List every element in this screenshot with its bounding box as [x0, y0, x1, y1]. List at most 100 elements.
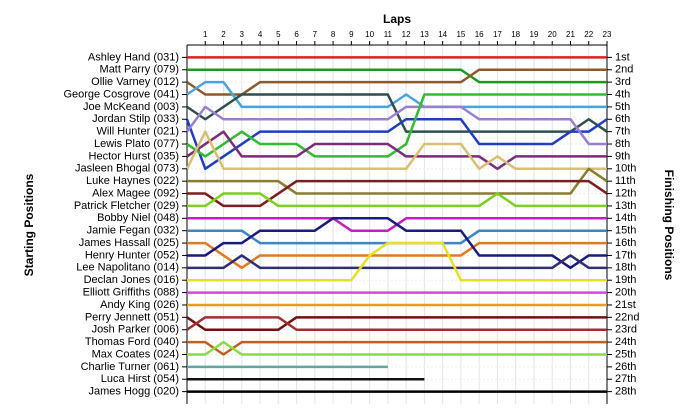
- legend-label: Declan Jones (016): [84, 274, 179, 286]
- x-tick-label: 21: [566, 30, 575, 39]
- lap-line: [187, 217, 607, 270]
- legend-label: Lee Napolitano (014): [76, 262, 179, 274]
- y2-tick-label: 20th: [615, 286, 636, 298]
- x-tick-label: 10: [365, 30, 374, 39]
- legend-label: Luke Haynes (022): [86, 175, 179, 187]
- x-tick-label: 17: [493, 30, 502, 39]
- lap-line: [187, 254, 607, 270]
- legend-label: James Hassall (025): [79, 237, 179, 249]
- legend-label: Ashley Hand (031): [88, 51, 179, 63]
- y2-tick-label: 28th: [615, 386, 636, 398]
- x-tick-label: 11: [384, 30, 393, 39]
- y2-tick-label: 1st: [615, 51, 630, 63]
- y2-tick-label: 24th: [615, 336, 636, 348]
- y2-tick-label: 6th: [615, 113, 630, 125]
- y2-tick-label: 11th: [615, 175, 636, 187]
- y2-tick-label: 7th: [615, 126, 630, 138]
- legend-label: George Cosgrove (041): [63, 88, 179, 100]
- x-tick-label: 12: [402, 30, 411, 39]
- legend-label: Elliott Griffiths (088): [83, 286, 179, 298]
- y2-tick-label: 4th: [615, 88, 630, 100]
- x-tick-label: 3: [240, 30, 245, 39]
- y2-tick-label: 18th: [615, 262, 636, 274]
- x-tick-label: 1: [203, 30, 208, 39]
- x-tick-label: 22: [584, 30, 593, 39]
- lap-line: [186, 316, 607, 331]
- legend-label: Lewis Plato (077): [94, 138, 179, 150]
- legend-label: Andy King (026): [100, 299, 179, 311]
- x-tick-label: 5: [276, 30, 281, 39]
- lap-line: [187, 241, 607, 270]
- y2-tick-label: 14th: [615, 212, 636, 224]
- lap-line: [185, 105, 607, 146]
- legend-label: Will Hunter (021): [96, 126, 179, 138]
- lap-line: [187, 167, 608, 195]
- lap-line: [187, 68, 607, 84]
- x-tick-label: 19: [530, 30, 539, 39]
- x-tick-label: 18: [511, 30, 520, 39]
- x-tick-label: 9: [349, 30, 354, 39]
- y2-tick-label: 5th: [615, 101, 630, 113]
- y2-tick-label: 27th: [615, 373, 636, 385]
- legend-label: James Hogg (020): [89, 386, 180, 398]
- y2-tick-label: 15th: [615, 225, 636, 237]
- lap-line: [186, 80, 607, 109]
- y2-tick-label: 3rd: [615, 76, 631, 88]
- y2-tick-label: 13th: [615, 200, 636, 212]
- legend-label: Jasleen Bhogal (073): [75, 163, 179, 175]
- legend-label: Alex Magee (092): [92, 187, 179, 199]
- y2-tick-label: 23rd: [615, 324, 637, 336]
- lap-line: [187, 340, 607, 356]
- legend-label: Bobby Niel (048): [97, 212, 179, 224]
- y2-tick-label: 22nd: [615, 311, 639, 323]
- legend-label: Josh Parker (006): [92, 324, 179, 336]
- legend-label: Thomas Ford (040): [85, 336, 179, 348]
- legend-label: Charlie Turner (061): [81, 361, 179, 373]
- x-tick-label: 7: [313, 30, 318, 39]
- y2-tick-label: 21st: [615, 299, 636, 311]
- lap-line: [185, 130, 607, 171]
- x-tick-label: 2: [221, 30, 226, 39]
- legend-label: Matt Parry (079): [100, 64, 179, 76]
- y2-tick-label: 17th: [615, 249, 636, 261]
- lap-line: [187, 192, 607, 208]
- legend-label: Hector Hurst (035): [89, 150, 179, 162]
- y-axis-label: Starting Positions: [22, 173, 36, 276]
- y2-tick-label: 9th: [615, 150, 630, 162]
- x-tick-label: 14: [438, 30, 447, 39]
- y2-tick-label: 8th: [615, 138, 630, 150]
- y2-tick-label: 2nd: [615, 64, 633, 76]
- chart-title: Laps: [383, 12, 411, 26]
- legend-label: Henry Hunter (052): [85, 249, 179, 261]
- y2-axis-label: Finishing Positions: [662, 170, 676, 281]
- lap-line: [187, 179, 608, 208]
- y2-tick-label: 26th: [615, 361, 636, 373]
- lap-line: [187, 340, 607, 356]
- lap-line: [187, 241, 607, 282]
- x-tick-label: 20: [548, 30, 557, 39]
- legend-label: Patrick Fletcher (029): [74, 200, 179, 212]
- x-tick-label: 6: [294, 30, 299, 39]
- y2-tick-label: 12th: [615, 187, 636, 199]
- x-tick-label: 16: [475, 30, 484, 39]
- legend-label: Perry Jennett (051): [85, 311, 179, 323]
- legend-label: Luca Hirst (054): [101, 373, 179, 385]
- lap-line: [186, 68, 607, 96]
- legend-label: Max Coates (024): [92, 348, 179, 360]
- x-tick-label: 13: [420, 30, 429, 39]
- y2-tick-label: 19th: [615, 274, 636, 286]
- lap-line: [186, 130, 607, 171]
- y2-tick-label: 16th: [615, 237, 636, 249]
- lap-line: [186, 316, 607, 331]
- x-tick-label: 23: [603, 30, 612, 39]
- y2-tick-label: 10th: [615, 163, 636, 175]
- y2-tick-label: 25th: [615, 348, 636, 360]
- x-tick-label: 4: [258, 30, 263, 39]
- x-tick-label: 15: [456, 30, 465, 39]
- x-tick-label: 8: [331, 30, 336, 39]
- legend-label: Joe McKeand (003): [83, 101, 179, 113]
- legend-label: Ollie Varney (012): [91, 76, 179, 88]
- lap-line: [185, 118, 608, 171]
- legend-label: Jamie Fegan (032): [87, 225, 179, 237]
